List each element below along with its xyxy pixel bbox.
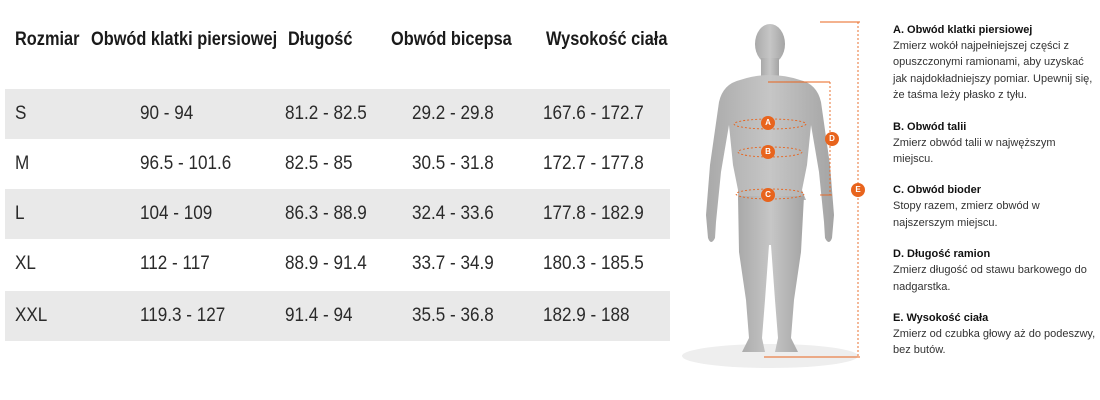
instruction-text: Zmierz wokół najpełniejszej części z opu… [893, 40, 1093, 102]
measurement-instructions: A. Obwód klatki piersiowej Zmierz wokół … [893, 22, 1098, 374]
cell-size: S [15, 103, 27, 124]
size-table: Rozmiar Obwód klatki piersiowej Długość … [0, 0, 672, 341]
instruction-waist: B. Obwód talii Zmierz obwód talii w najw… [893, 119, 1098, 168]
cell-bicep: 32.4 - 33.6 [412, 203, 494, 224]
table-row: S 90 - 94 81.2 - 82.5 29.2 - 29.8 167.6 … [5, 89, 670, 139]
cell-size: L [15, 203, 25, 224]
instruction-hips: C. Obwód bioder Stopy razem, zmierz obwó… [893, 182, 1098, 231]
cell-chest: 104 - 109 [140, 203, 213, 224]
instruction-title: E. Wysokość ciała [893, 312, 989, 325]
cell-height: 177.8 - 182.9 [543, 203, 644, 224]
cell-length: 91.4 - 94 [285, 305, 353, 326]
table-row: L 104 - 109 86.3 - 88.9 32.4 - 33.6 177.… [5, 189, 670, 239]
cell-chest: 90 - 94 [140, 103, 194, 124]
table-header-row: Rozmiar Obwód klatki piersiowej Długość … [0, 0, 672, 86]
marker-a: A [761, 116, 775, 130]
cell-length: 82.5 - 85 [285, 153, 353, 174]
cell-size: XXL [15, 305, 48, 326]
cell-size: M [15, 153, 30, 174]
cell-chest: 119.3 - 127 [140, 305, 226, 326]
human-silhouette-icon [682, 21, 860, 368]
header-bicep: Obwód bicepsa [391, 29, 512, 50]
table-row: M 96.5 - 101.6 82.5 - 85 30.5 - 31.8 172… [5, 139, 670, 189]
instruction-text: Zmierz długość od stawu barkowego do nad… [893, 264, 1087, 293]
marker-d: D [825, 132, 839, 146]
cell-height: 180.3 - 185.5 [543, 253, 644, 274]
cell-chest: 96.5 - 101.6 [140, 153, 232, 174]
instruction-title: D. Długość ramion [893, 248, 991, 261]
instruction-arm-length: D. Długość ramion Zmierz długość od staw… [893, 246, 1098, 295]
marker-c: C [761, 188, 775, 202]
instruction-title: C. Obwód bioder [893, 184, 981, 197]
cell-chest: 112 - 117 [140, 253, 210, 274]
cell-length: 86.3 - 88.9 [285, 203, 367, 224]
body-measurement-figure: A B C D E [680, 0, 880, 400]
cell-size: XL [15, 253, 36, 274]
cell-height: 182.9 - 188 [543, 305, 630, 326]
header-size: Rozmiar [15, 29, 80, 50]
instruction-text: Zmierz od czubka głowy aż do podeszwy, b… [893, 328, 1096, 357]
cell-bicep: 29.2 - 29.8 [412, 103, 494, 124]
header-height: Wysokość ciała [546, 29, 668, 50]
marker-b: B [761, 145, 775, 159]
instruction-title: A. Obwód klatki piersiowej [893, 24, 1033, 36]
header-chest: Obwód klatki piersiowej [91, 29, 278, 50]
cell-bicep: 35.5 - 36.8 [412, 305, 494, 326]
instruction-text: Zmierz obwód talii w najwęższym miejscu. [893, 136, 1056, 166]
table-row: XXL 119.3 - 127 91.4 - 94 35.5 - 36.8 18… [5, 291, 670, 341]
marker-e: E [851, 183, 865, 197]
cell-height: 172.7 - 177.8 [543, 153, 644, 174]
table-row: XL 112 - 117 88.9 - 91.4 33.7 - 34.9 180… [5, 239, 670, 289]
header-length: Długość [288, 29, 353, 50]
cell-height: 167.6 - 172.7 [543, 103, 644, 124]
instruction-chest: A. Obwód klatki piersiowej Zmierz wokół … [893, 22, 1098, 104]
cell-bicep: 33.7 - 34.9 [412, 253, 494, 274]
cell-length: 81.2 - 82.5 [285, 103, 367, 124]
instruction-title: B. Obwód talii [893, 120, 967, 133]
cell-bicep: 30.5 - 31.8 [412, 153, 494, 174]
cell-length: 88.9 - 91.4 [285, 253, 367, 274]
instruction-text: Stopy razem, zmierz obwód w najszerszym … [893, 200, 1040, 229]
instruction-height: E. Wysokość ciała Zmierz od czubka głowy… [893, 310, 1098, 359]
